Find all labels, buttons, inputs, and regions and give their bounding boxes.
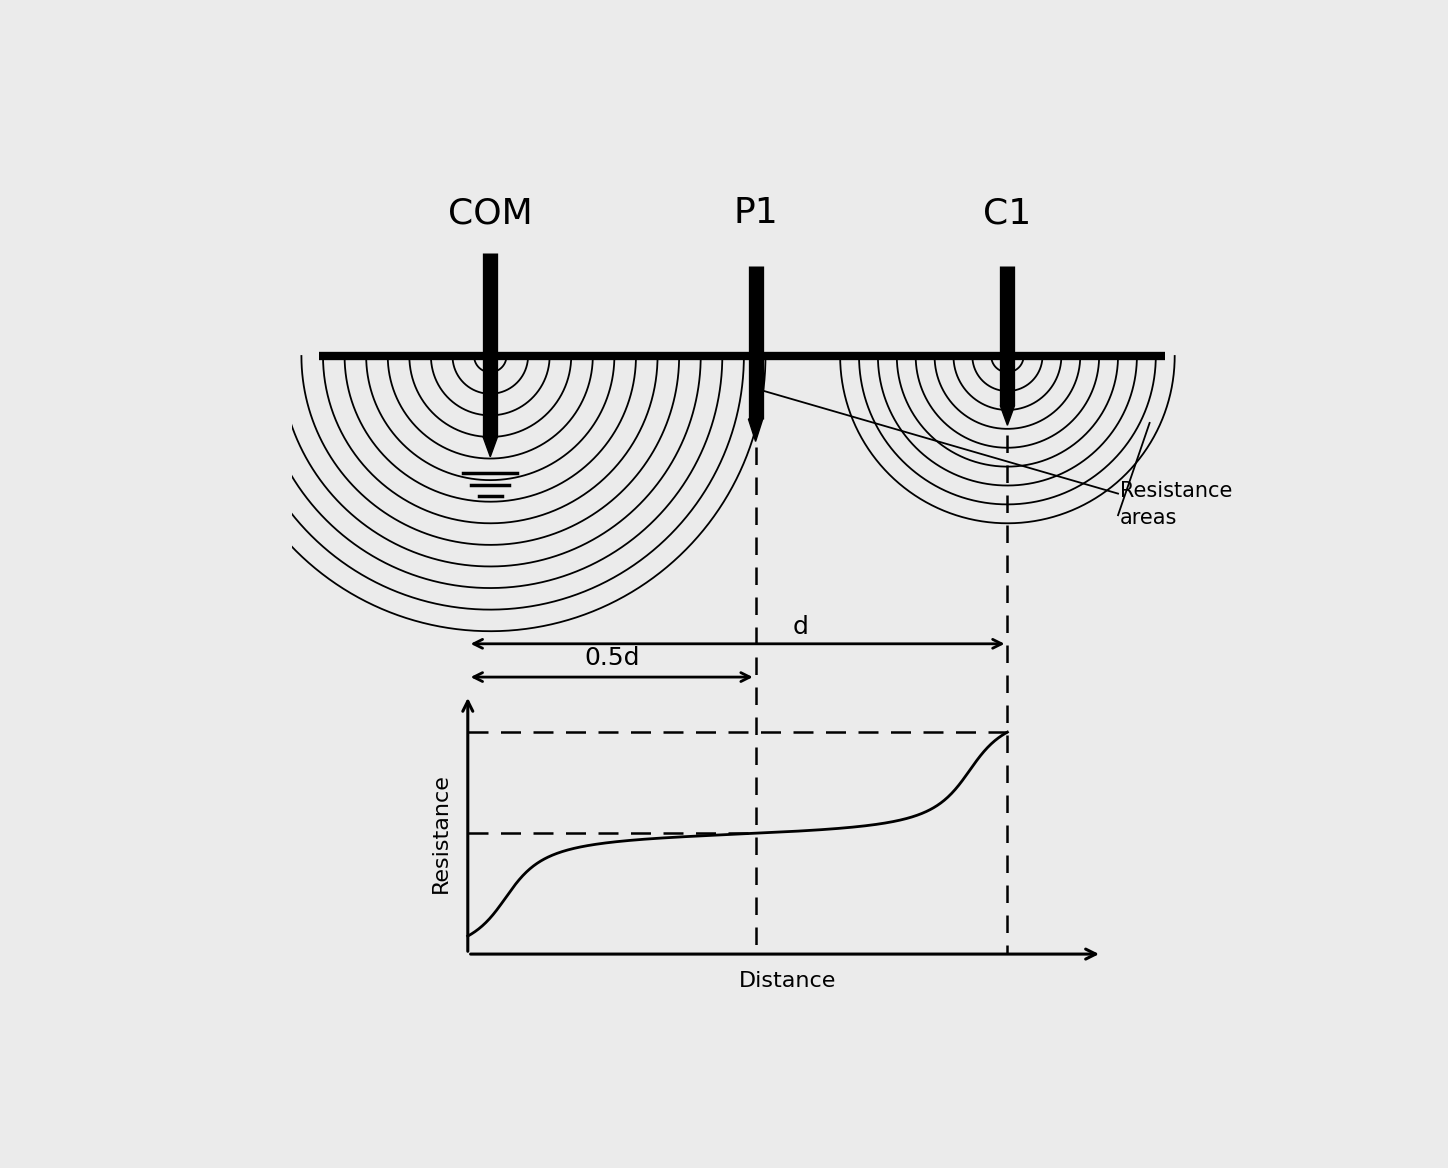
Text: Resistance: Resistance [432, 773, 450, 892]
Text: d: d [792, 616, 808, 639]
Text: Distance: Distance [738, 971, 835, 992]
Text: Resistance
areas: Resistance areas [1119, 481, 1232, 528]
Polygon shape [484, 437, 498, 457]
Text: C1: C1 [983, 196, 1031, 230]
Polygon shape [749, 419, 763, 442]
Text: 0.5d: 0.5d [584, 646, 640, 670]
Text: P1: P1 [733, 196, 778, 230]
Text: COM: COM [447, 196, 533, 230]
Polygon shape [1001, 405, 1015, 425]
